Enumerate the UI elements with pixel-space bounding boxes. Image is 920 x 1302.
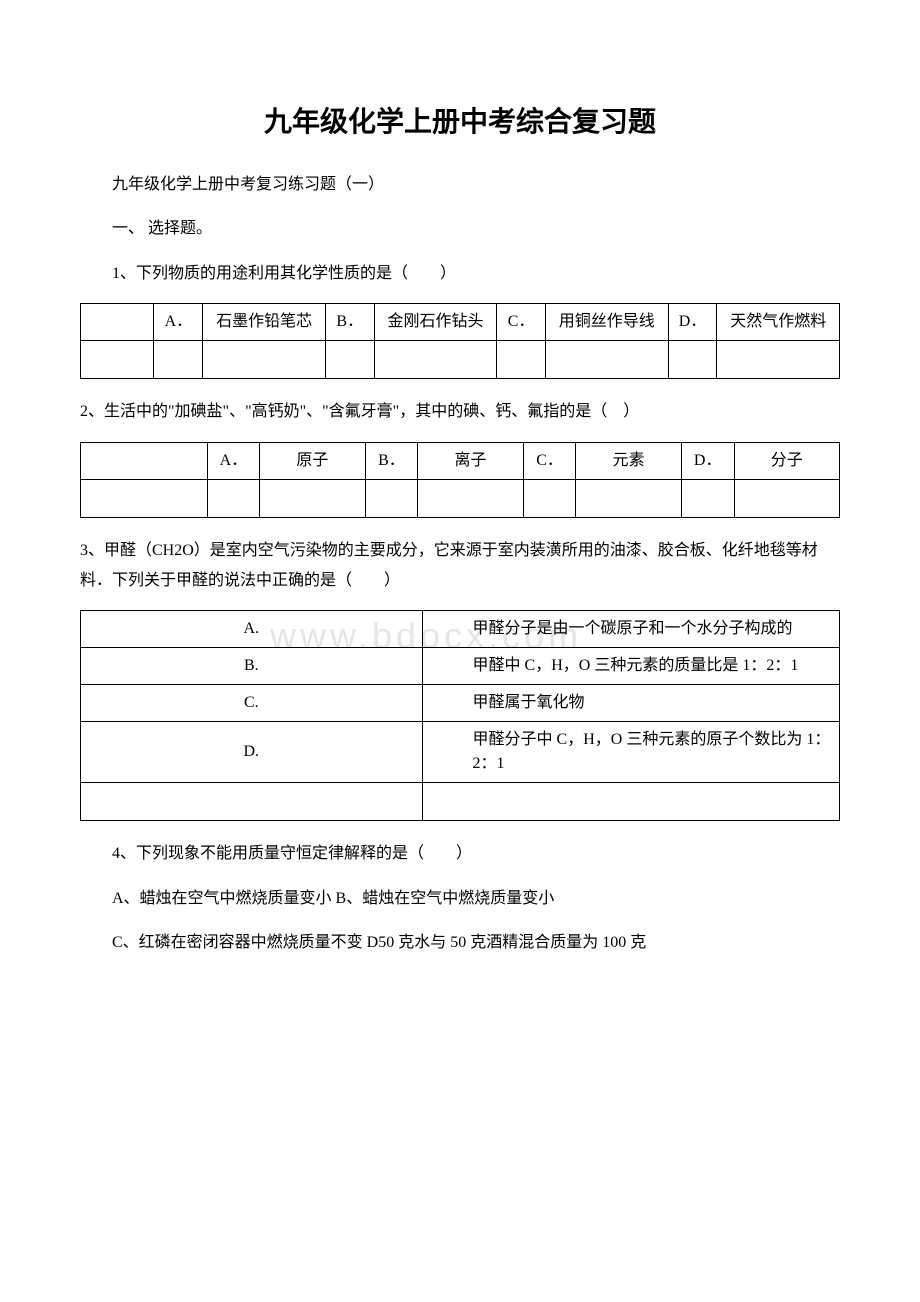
question-4-option-c: C、红磷在密闭容器中燃烧质量不变 D50 克水与 50 克酒精混合质量为 100… [80, 928, 840, 958]
option-label: D． [668, 304, 717, 341]
page-title: 九年级化学上册中考综合复习题 [80, 100, 840, 140]
table-cell [523, 479, 576, 517]
table-cell [203, 341, 325, 379]
option-text: 金刚石作钻头 [374, 304, 496, 341]
option-label: C. [81, 685, 423, 722]
option-text: 石墨作铅笔芯 [203, 304, 325, 341]
table-cell [325, 341, 374, 379]
table-cell [81, 479, 208, 517]
table-cell [81, 442, 208, 479]
table-cell [497, 341, 546, 379]
section-heading: 一、 选择题。 [80, 214, 840, 244]
option-text: 用铜丝作导线 [546, 304, 668, 341]
table-cell [81, 304, 154, 341]
option-text: 元素 [576, 442, 681, 479]
option-label: D. [81, 722, 423, 783]
table-cell [668, 341, 717, 379]
table-cell [260, 479, 365, 517]
table-cell [681, 479, 734, 517]
table-cell [422, 783, 839, 821]
question-4: 4、下列现象不能用质量守恒定律解释的是（ ） [80, 839, 840, 869]
table-cell [546, 341, 668, 379]
table-cell [734, 479, 839, 517]
table-cell [717, 341, 840, 379]
option-label: A. [81, 611, 423, 648]
option-text: 甲醛属于氧化物 [422, 685, 839, 722]
question-2: 2、生活中的"加碘盐"、"高钙奶"、"含氟牙膏"，其中的碘、钙、氟指的是（ ） [80, 397, 840, 427]
option-label: D． [681, 442, 734, 479]
option-label: A． [154, 304, 203, 341]
q3-options-table: A. 甲醛分子是由一个碳原子和一个水分子构成的 B. 甲醛中 C，H，O 三种元… [80, 610, 840, 821]
option-label: C． [523, 442, 576, 479]
option-text: 分子 [734, 442, 839, 479]
option-label: A． [207, 442, 260, 479]
question-1: 1、下列物质的用途利用其化学性质的是（ ） [80, 259, 840, 289]
option-text: 甲醛中 C，H，O 三种元素的质量比是 1：2：1 [422, 648, 839, 685]
table-cell [374, 341, 496, 379]
table-cell [576, 479, 681, 517]
option-label: B． [325, 304, 374, 341]
option-text: 甲醛分子中 C，H，O 三种元素的原子个数比为 1：2：1 [422, 722, 839, 783]
table-cell [207, 479, 260, 517]
table-cell [81, 783, 423, 821]
table-cell [418, 479, 523, 517]
table-cell [81, 341, 154, 379]
table-cell [365, 479, 418, 517]
subtitle-text: 九年级化学上册中考复习练习题（一） [80, 170, 840, 200]
option-label: C． [497, 304, 546, 341]
option-label: B． [365, 442, 418, 479]
q1-options-table: A． 石墨作铅笔芯 B． 金刚石作钻头 C． 用铜丝作导线 D． 天然气作燃料 [80, 303, 840, 379]
table-cell [154, 341, 203, 379]
option-text: 离子 [418, 442, 523, 479]
question-4-option-a: A、蜡烛在空气中燃烧质量变小 B、蜡烛在空气中燃烧质量变小 [80, 884, 840, 914]
q2-options-table: A． 原子 B． 离子 C． 元素 D． 分子 [80, 442, 840, 518]
option-text: 天然气作燃料 [717, 304, 840, 341]
option-text: 原子 [260, 442, 365, 479]
option-text: 甲醛分子是由一个碳原子和一个水分子构成的 [422, 611, 839, 648]
question-3: 3、甲醛（CH2O）是室内空气污染物的主要成分，它来源于室内装潢所用的油漆、胶合… [80, 536, 840, 597]
option-label: B. [81, 648, 423, 685]
